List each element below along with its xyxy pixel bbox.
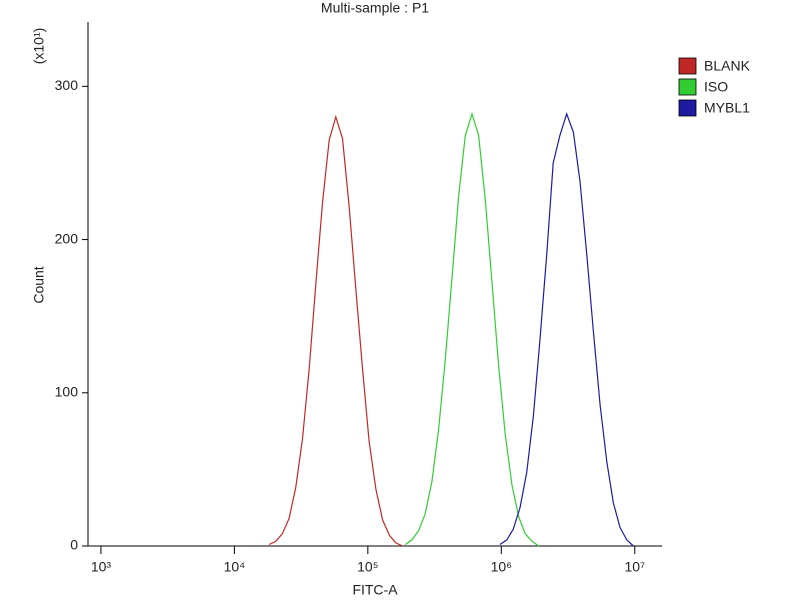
x-tick-label: 10⁶ [491, 559, 512, 575]
legend-label: ISO [704, 79, 728, 95]
legend-swatch [678, 99, 697, 117]
legend-label: BLANK [704, 58, 751, 74]
legend-label: MYBL1 [704, 100, 750, 116]
legend-swatch [678, 78, 697, 96]
x-tick-label: 10⁵ [357, 559, 378, 575]
x-tick-label: 10⁷ [624, 559, 645, 575]
chart-title: Multi-sample : P1 [321, 0, 429, 16]
y-axis-label: Count [31, 266, 47, 303]
series-line [268, 114, 403, 547]
series-line [405, 111, 540, 547]
y-tick-label: 200 [55, 230, 79, 246]
x-tick-label: 10⁴ [224, 559, 246, 575]
series-line [499, 112, 634, 547]
x-axis-label: FITC-A [352, 582, 398, 598]
y-tick-label: 100 [55, 383, 79, 399]
legend-swatch [678, 57, 697, 75]
y-tick-label: 0 [70, 537, 78, 553]
y-axis-multiplier: (x10¹) [31, 28, 47, 65]
x-tick-label: 10³ [91, 559, 112, 575]
y-tick-label: 300 [55, 77, 79, 93]
